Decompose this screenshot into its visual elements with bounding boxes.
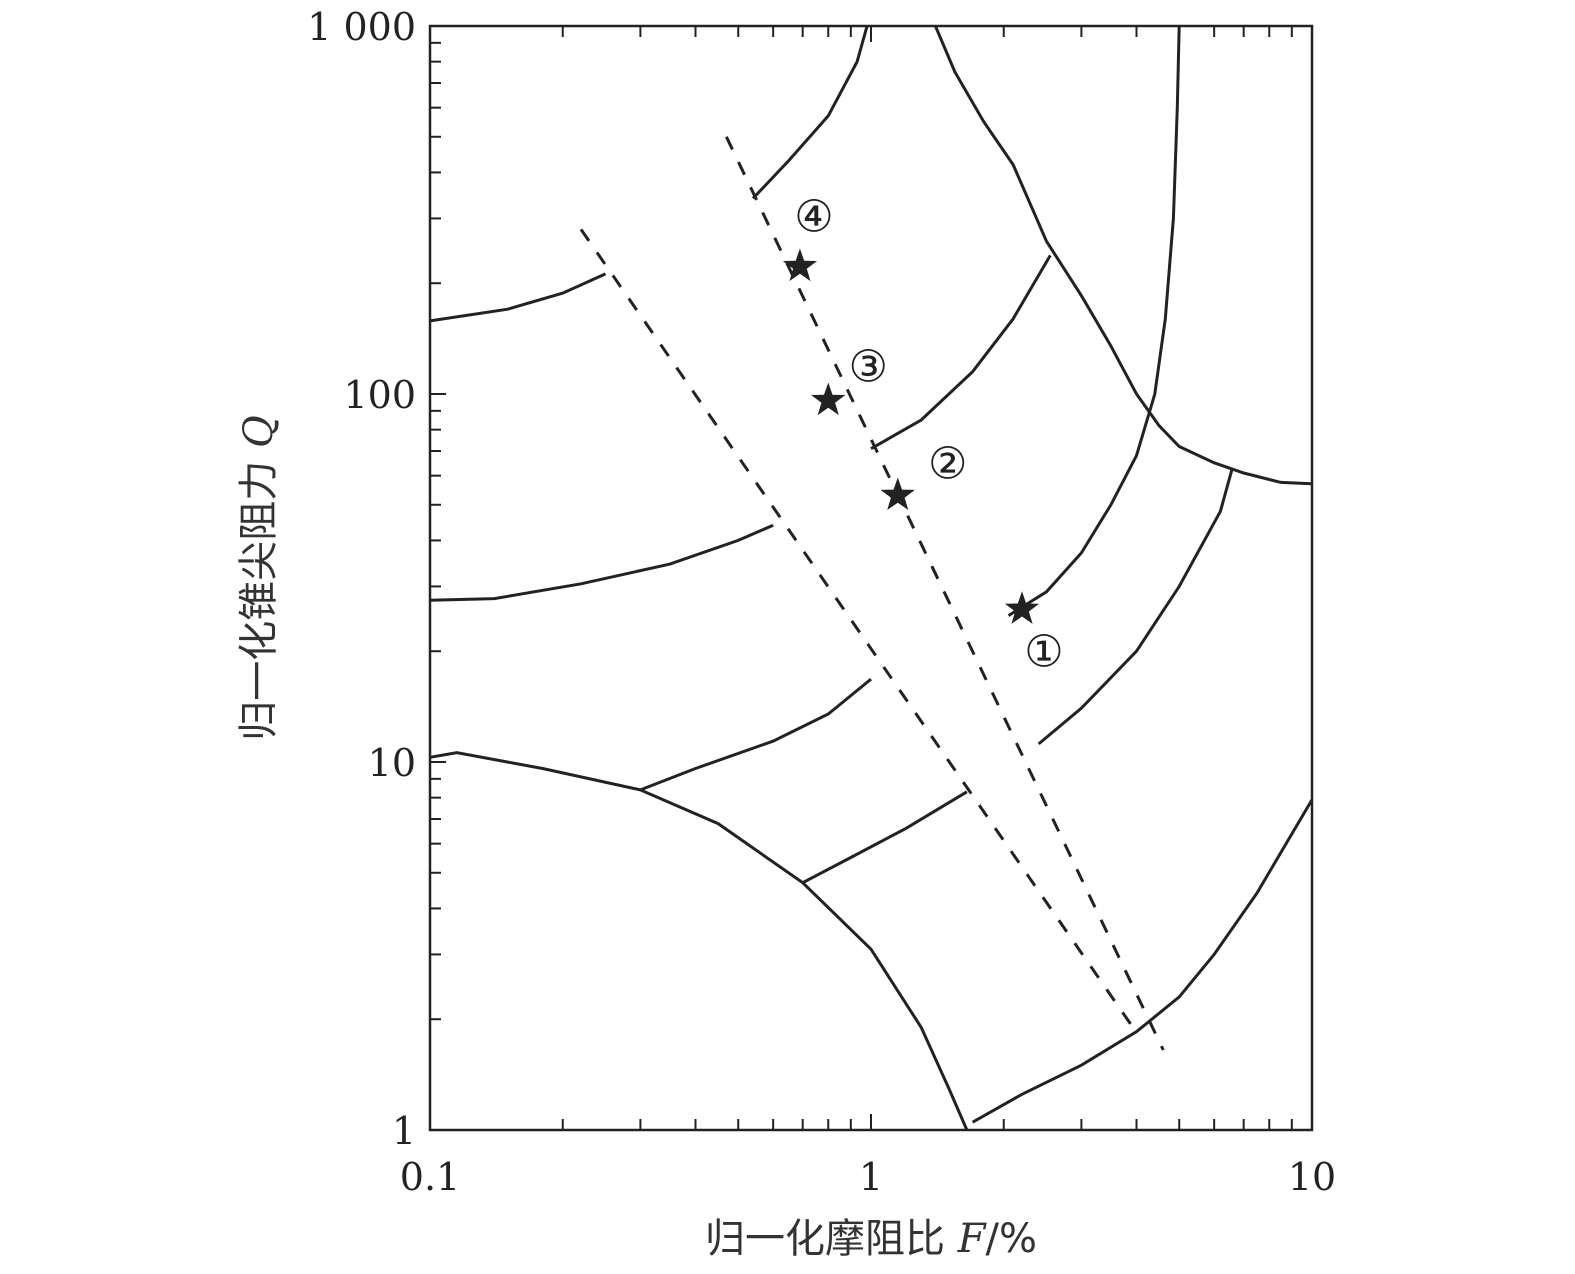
data-points: ① ②③ ④ bbox=[782, 192, 1064, 677]
point-label: ① bbox=[1024, 626, 1063, 677]
y-tick-label: 1 bbox=[392, 1109, 416, 1153]
zone-boundary-line bbox=[971, 798, 1314, 1124]
zone-boundary-line bbox=[429, 751, 969, 1131]
zone-boundaries bbox=[429, 25, 1314, 1131]
x-tick-label: 0.1 bbox=[400, 1155, 460, 1199]
y-tick-label: 100 bbox=[343, 373, 416, 417]
zone-boundary-line bbox=[751, 25, 869, 200]
zone-boundary-line bbox=[1037, 467, 1234, 746]
star-marker bbox=[1004, 591, 1040, 624]
y-axis-title: 归一化锥尖阻力 Q bbox=[236, 415, 282, 741]
zone-boundary-line bbox=[802, 790, 968, 885]
star-marker bbox=[880, 477, 915, 510]
zone-boundary-line bbox=[429, 272, 607, 323]
zone-boundary-line bbox=[934, 25, 1313, 486]
y-tick-label: 10 bbox=[368, 741, 416, 785]
x-tick-label: 10 bbox=[1288, 1155, 1336, 1199]
dashed-line bbox=[725, 136, 1165, 1051]
point-label: ② bbox=[928, 438, 967, 489]
star-marker bbox=[811, 382, 846, 416]
x-tick-labels: 0.1 1 10 bbox=[400, 1155, 1336, 1199]
x-tick-label: 1 bbox=[859, 1155, 883, 1199]
point-label: ④ bbox=[794, 192, 833, 243]
x-axis-title: 归一化摩阻比 F/% bbox=[705, 1216, 1037, 1262]
point-label: ③ bbox=[849, 342, 888, 393]
star-marker bbox=[782, 248, 818, 282]
y-tick-label: 1 000 bbox=[307, 5, 416, 49]
zone-boundary-line bbox=[1007, 25, 1181, 617]
dashed-lines bbox=[579, 136, 1165, 1051]
dashed-line bbox=[579, 228, 1136, 1030]
zone-boundary-line bbox=[870, 254, 1052, 451]
zone-boundary-line bbox=[639, 677, 872, 792]
y-tick-labels: 1 10 100 1 000 bbox=[307, 5, 416, 1153]
minor-ticks bbox=[429, 25, 1313, 1131]
plot-frame bbox=[428, 24, 1314, 1132]
zone-boundary-line bbox=[429, 523, 774, 602]
